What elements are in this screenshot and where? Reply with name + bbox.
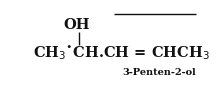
Text: 3-Penten-2-ol: 3-Penten-2-ol [123, 68, 196, 77]
Text: OH: OH [63, 18, 90, 32]
Text: CH$_3$$^{\bullet}$CH.CH = CHCH$_3$: CH$_3$$^{\bullet}$CH.CH = CHCH$_3$ [33, 44, 210, 62]
